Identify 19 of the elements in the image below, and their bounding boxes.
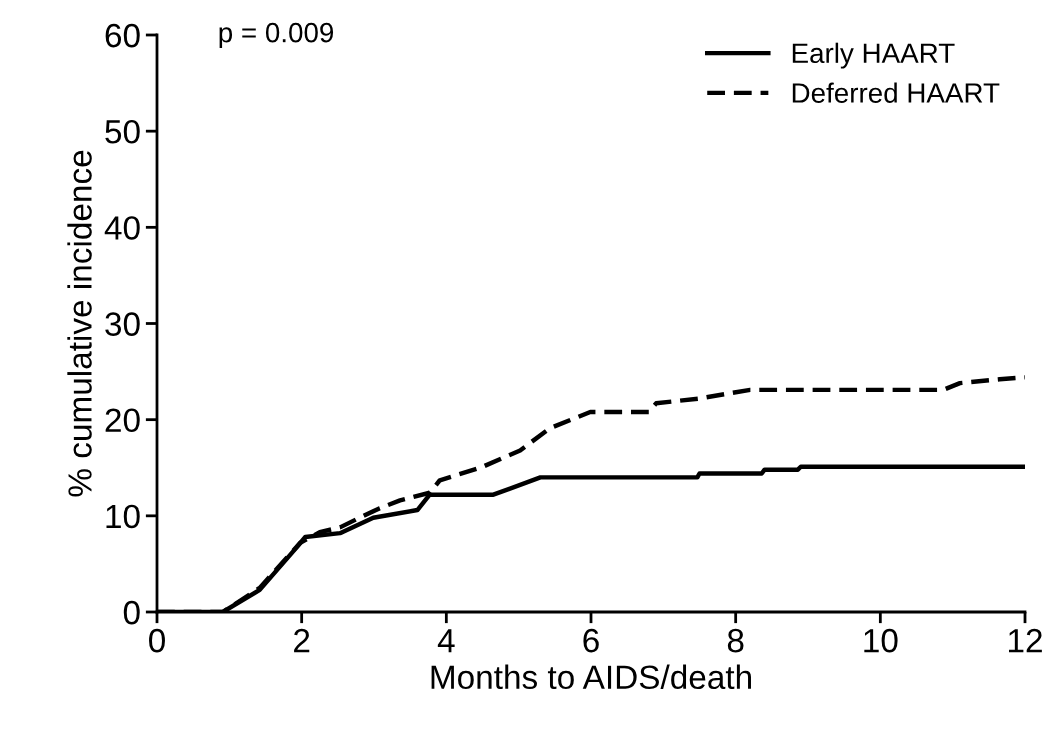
x-tick-label: 10 [864,628,898,653]
legend-label: Deferred HAART [792,82,1000,103]
y-axis-title: % cumulative incidence [67,150,92,497]
annotation: p = 0.009 [219,22,334,48]
x-tick-label: 8 [727,628,744,653]
x-axis-title: Months to AIDS/death [431,664,751,690]
x-tick-label: 12 [1009,628,1042,653]
x-tick-label: 6 [583,628,599,653]
x-tick-label: 2 [294,628,310,653]
y-tick-label: 50 [105,119,140,144]
x-tick-label: 0 [149,628,165,653]
legend-label: Early HAART [792,42,955,69]
x-tick-label: 4 [437,629,455,653]
y-tick-label: 20 [105,408,140,433]
y-tick-label: 60 [105,23,140,48]
y-tick-label: 10 [106,504,140,529]
y-tick-label: 30 [105,312,140,336]
y-tick-label: 0 [123,600,140,625]
y-tick-label: 40 [104,216,140,240]
